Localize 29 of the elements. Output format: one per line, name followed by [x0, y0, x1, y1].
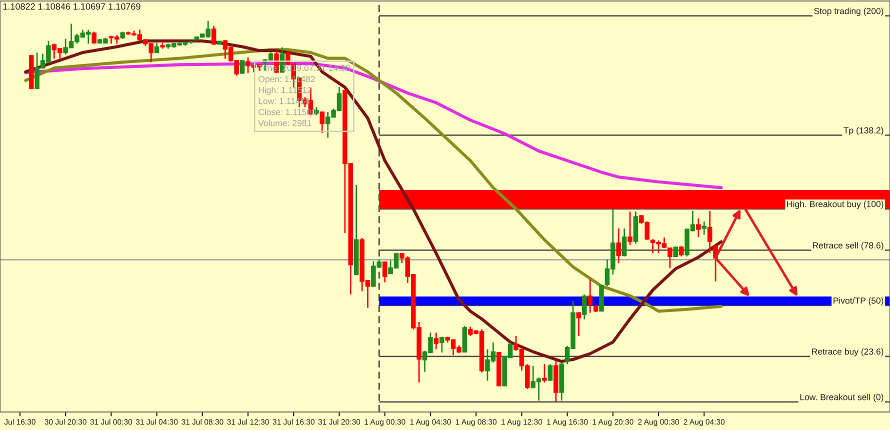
ref-line-label: Pivot/TP (50) — [834, 297, 884, 306]
ref-line-label: Retrace buy (23.6) — [812, 348, 884, 356]
ref-line-label: High. Breakout buy (100) — [787, 200, 884, 209]
ref-line-label: Stop trading (200) — [814, 8, 884, 16]
annotation: 1.10822 1.10846 1.10697 1.10769 — [3, 3, 140, 10]
candlestick — [622, 228, 627, 258]
candlestick — [320, 111, 325, 134]
candlestick — [211, 25, 216, 46]
candlestick — [439, 336, 444, 354]
candlestick — [154, 42, 160, 54]
ref-line-label: Low. Breakout sell (0) — [800, 394, 884, 402]
candlestick — [696, 217, 701, 238]
ref-line-label: Tp (138.2) — [844, 127, 884, 136]
candlestick — [678, 245, 684, 258]
candlestick — [616, 228, 621, 264]
candlestick — [576, 312, 582, 337]
candlestick — [588, 278, 592, 314]
candlestick — [434, 332, 439, 350]
candlestick — [707, 210, 712, 254]
candlestick — [582, 294, 587, 320]
candlestick — [548, 363, 553, 382]
candlestick — [668, 247, 672, 269]
candlestick — [628, 210, 632, 246]
candlestick — [382, 261, 388, 283]
candlestick — [673, 246, 678, 257]
ref-line-label: Retrace sell (78.6) — [813, 242, 884, 250]
candlestick — [542, 363, 547, 384]
candlestick — [702, 220, 707, 236]
candlestick — [240, 60, 245, 74]
